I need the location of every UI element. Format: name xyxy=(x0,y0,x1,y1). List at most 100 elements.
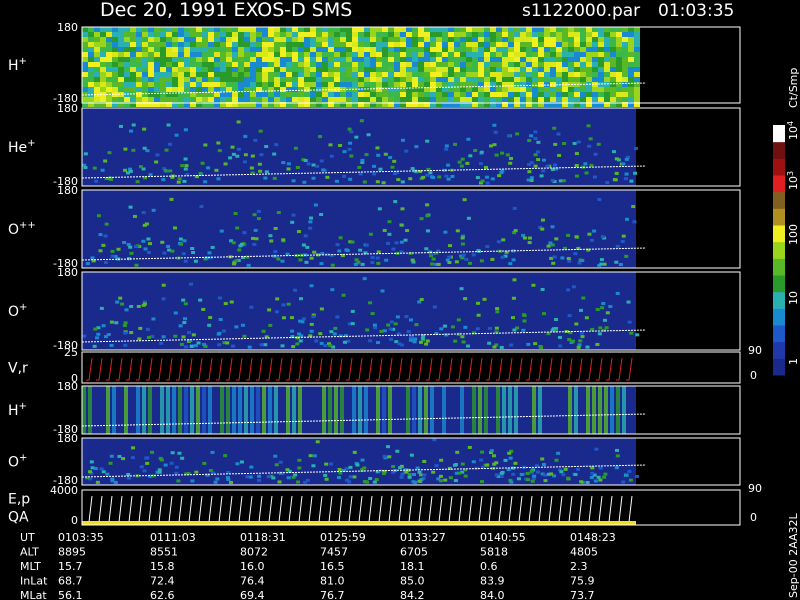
spectrogram-cell xyxy=(202,72,208,77)
spectrogram-cell xyxy=(436,92,442,97)
spectrogram-cell xyxy=(220,87,226,92)
spectrogram-cell xyxy=(220,57,226,62)
spectrogram-cell xyxy=(340,37,346,42)
spectrogram-cell xyxy=(184,87,190,92)
spectrogram-cell xyxy=(511,258,516,262)
spectrogram-cell xyxy=(430,52,436,57)
spectrogram-cell xyxy=(544,57,550,62)
spectrogram-cell xyxy=(478,32,484,37)
spectrogram-cell xyxy=(256,386,260,434)
spectrogram-cell xyxy=(298,62,304,67)
spectrogram-cell xyxy=(460,52,466,57)
spectrogram-cell xyxy=(184,345,189,349)
spectrogram-cell xyxy=(610,47,616,52)
spectrogram-cell xyxy=(544,52,550,57)
colorbar-base: 10 xyxy=(787,126,800,140)
spectrogram-cell xyxy=(214,27,220,32)
spectrogram-cell xyxy=(388,97,394,102)
spectrogram-cell xyxy=(443,478,448,482)
axis-top-label: 180 xyxy=(57,432,78,445)
spectrogram-cell xyxy=(274,82,280,87)
spectrogram-cell xyxy=(418,42,424,47)
spectrogram-cell xyxy=(358,32,364,37)
spectrogram-cell xyxy=(257,478,262,482)
spectrogram-cell xyxy=(454,82,460,87)
spectrogram-cell xyxy=(281,161,286,165)
spectrogram-cell xyxy=(412,57,418,62)
spectrogram-cell xyxy=(232,52,238,57)
spectrogram-cell xyxy=(239,242,244,246)
spectrogram-cell xyxy=(382,52,388,57)
spectrogram-cell xyxy=(316,47,322,52)
spectrogram-cell xyxy=(291,475,296,479)
spectrogram-cell xyxy=(556,92,562,97)
spectrogram-cell xyxy=(546,331,551,335)
spectrogram-cell xyxy=(268,67,274,72)
spectrogram-cell xyxy=(340,102,346,107)
spectrogram-cell xyxy=(268,37,274,42)
spectrogram-cell xyxy=(538,92,544,97)
spectrogram-cell xyxy=(460,72,466,77)
spectrogram-cell xyxy=(264,335,269,339)
spectrogram-cell xyxy=(553,142,558,146)
spectrogram-cell xyxy=(436,67,442,72)
spectrogram-cell xyxy=(178,102,184,107)
spectrogram-cell xyxy=(358,172,363,176)
spectrogram-cell xyxy=(190,479,195,483)
spectrogram-cell xyxy=(400,72,406,77)
spectrogram-cell xyxy=(616,77,622,82)
spectrogram-cell xyxy=(405,229,410,233)
spectrogram-cell xyxy=(562,32,568,37)
spectrogram-cell xyxy=(123,321,128,325)
spectrogram-cell xyxy=(406,27,412,32)
spectrogram-cell xyxy=(225,341,230,345)
spectrogram-cell xyxy=(250,42,256,47)
spectrogram-cell xyxy=(580,32,586,37)
spectrogram-cell xyxy=(621,162,626,166)
spectrogram-cell xyxy=(509,343,514,347)
spectrogram-cell xyxy=(400,27,406,32)
spectrogram-cell xyxy=(514,102,520,107)
spectrogram-cell xyxy=(508,32,514,37)
spectrogram-cell xyxy=(124,52,130,57)
spectrogram-cell xyxy=(442,67,448,72)
axis-bottom-label: -180 xyxy=(53,474,78,487)
spectrogram-cell xyxy=(316,52,322,57)
spectrogram-cell xyxy=(628,42,634,47)
spectrogram-cell xyxy=(130,37,136,42)
spectrogram-cell xyxy=(447,255,452,259)
spectrogram-cell xyxy=(541,463,546,467)
spectrogram-cell xyxy=(388,47,394,52)
spectrogram-cell xyxy=(628,62,634,67)
spectrogram-cell xyxy=(100,47,106,52)
spectrogram-cell xyxy=(338,143,343,147)
spectrogram-cell xyxy=(550,67,556,72)
spectrogram-cell xyxy=(430,62,436,67)
panel-label-sup: ++ xyxy=(19,220,36,231)
spectrogram-cell xyxy=(292,42,298,47)
spectrogram-cell xyxy=(429,254,434,258)
spectrogram-cell xyxy=(142,77,148,82)
spectrogram-cell xyxy=(532,67,538,72)
spectrogram-cell xyxy=(207,251,212,255)
spectrogram-cell xyxy=(418,37,424,42)
spectrogram-cell xyxy=(514,32,520,37)
spectrogram-cell xyxy=(142,82,148,87)
spectrogram-cell xyxy=(106,42,112,47)
spectrogram-cell xyxy=(586,42,592,47)
spectrogram-cell xyxy=(434,262,439,266)
spectrogram-cell xyxy=(184,27,190,32)
spectrogram-cell xyxy=(461,253,466,257)
spectrogram-cell xyxy=(100,102,106,107)
spectrogram-cell xyxy=(388,72,394,77)
spectrogram-cell xyxy=(301,158,306,162)
spectrogram-cell xyxy=(237,248,242,252)
spectrogram-cell xyxy=(426,167,431,171)
spectrogram-cell xyxy=(399,240,404,244)
spectrogram-cell xyxy=(169,461,174,465)
spectrogram-cell xyxy=(616,57,622,62)
spectrogram-cell xyxy=(178,77,184,82)
spectrogram-cell xyxy=(586,27,592,32)
spectrogram-cell xyxy=(379,329,384,333)
spectrogram-cell xyxy=(394,92,400,97)
